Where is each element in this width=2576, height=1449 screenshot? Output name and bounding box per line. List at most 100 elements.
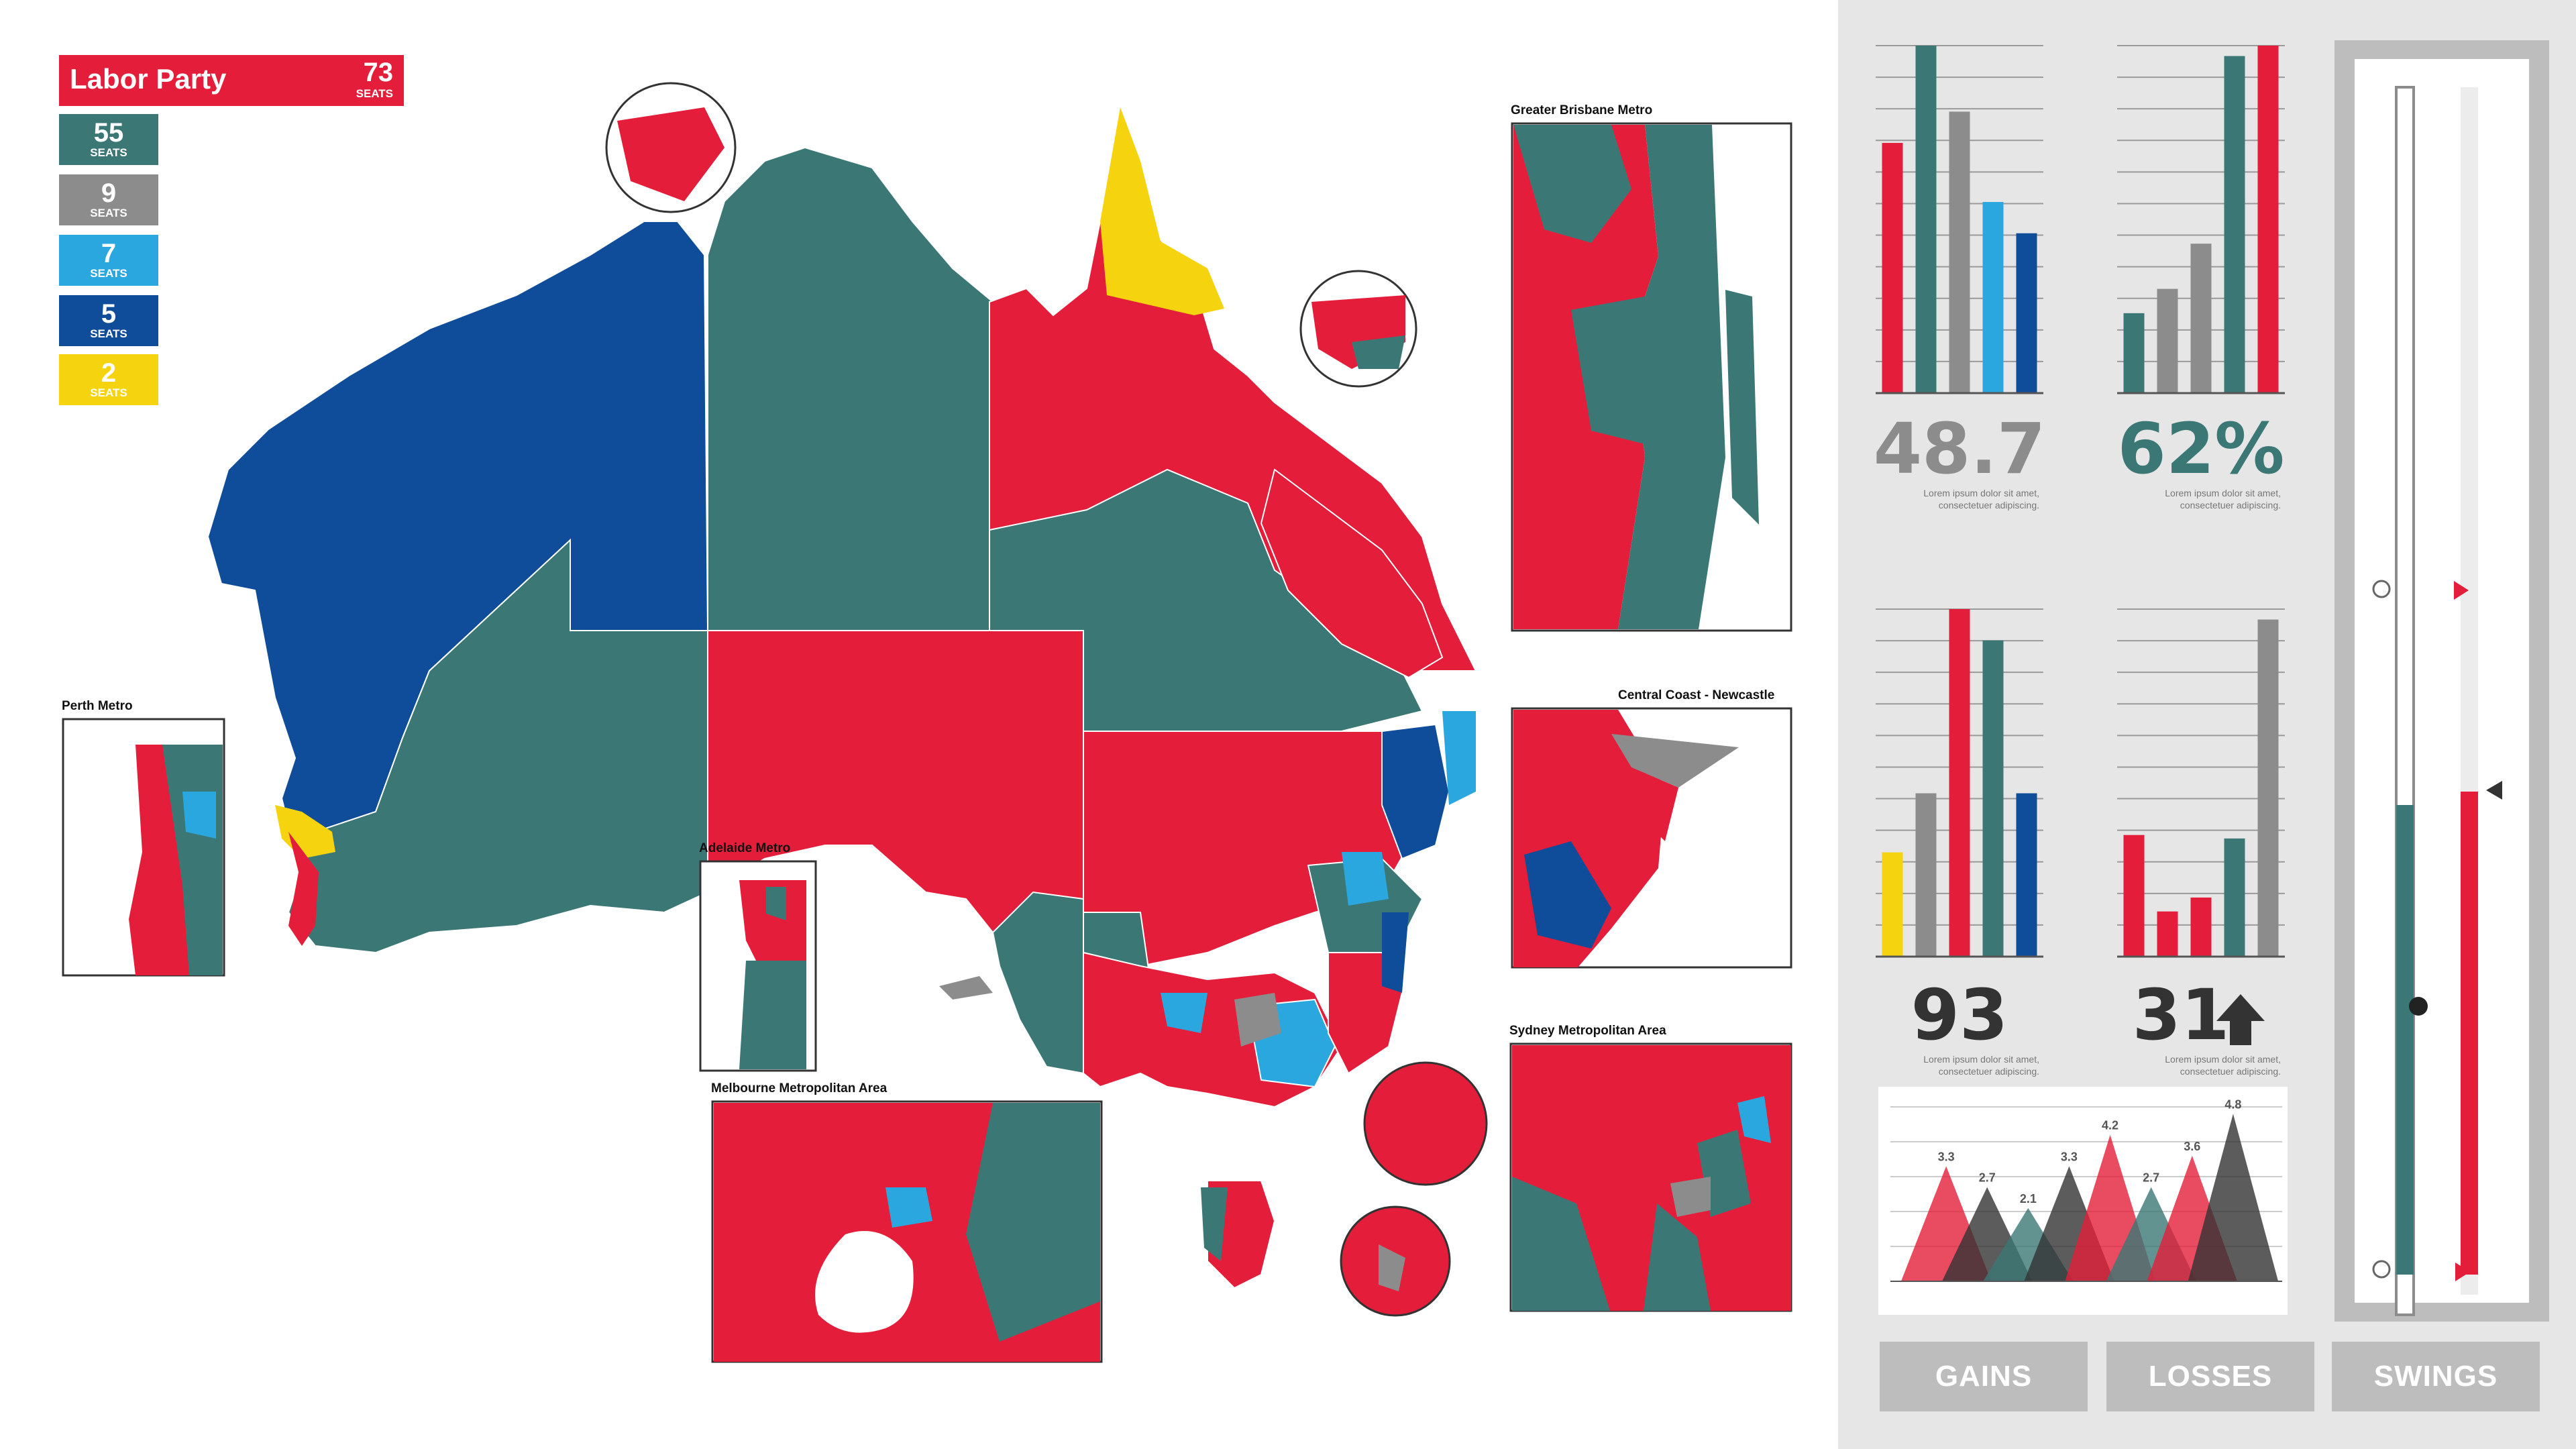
party-seat-count: 73 <box>363 58 394 87</box>
bar-chart-tl <box>1876 45 2043 394</box>
legend-count: 55 <box>93 118 124 148</box>
region-vic-lightblue-west <box>1161 993 1208 1033</box>
stat-value-tr: 62% <box>2117 408 2285 490</box>
legend-count: 5 <box>101 299 117 329</box>
region-vic-gray <box>1234 993 1281 1046</box>
region-qld-cape <box>1100 107 1224 315</box>
party-name: Labor Party <box>70 63 227 95</box>
triangle-mark <box>2188 1114 2279 1281</box>
data-label: 2.7 <box>2143 1171 2159 1185</box>
legend-item-gray: 9 SEATS <box>59 174 158 225</box>
legend-count: 2 <box>101 358 117 388</box>
bar <box>1949 111 1970 394</box>
stat-note-tr: Lorem ipsum dolor sit amet, consectetuer… <box>2165 488 2281 511</box>
legend-item-lightblue: 7 SEATS <box>59 235 158 286</box>
stat-note-br: Lorem ipsum dolor sit amet, consectetuer… <box>2165 1054 2281 1077</box>
legend-count: 7 <box>101 239 117 268</box>
swing-left-fill <box>2396 805 2414 1275</box>
inset-brisbane <box>1511 122 1792 632</box>
stat-value-bl: 93 <box>1911 974 2008 1056</box>
legend-item-yellow: 2 SEATS <box>59 354 158 405</box>
legend-title: Labor Party 73 SEATS <box>59 55 404 106</box>
inset-label-sydney: Sydney Metropolitan Area <box>1509 1024 1666 1038</box>
triangle-chart: 3.3 2.7 2.1 3.3 4.2 2.7 3.6 4.8 <box>1878 1087 2288 1315</box>
region-nsw-coast-lightblue <box>1442 711 1476 805</box>
bar-chart-bl <box>1876 608 2043 958</box>
inset-adelaide <box>699 860 817 1072</box>
inset-circle-hobart <box>1340 1205 1451 1317</box>
data-label: 4.2 <box>2102 1119 2118 1132</box>
australia-map <box>207 107 1477 1289</box>
inset-circle-canberra <box>1363 1061 1488 1186</box>
inset-circle-darwin <box>605 82 737 213</box>
bar <box>1982 640 2004 957</box>
bar <box>2123 313 2145 393</box>
region-perth <box>288 832 319 946</box>
region-nt <box>707 146 994 631</box>
bar <box>2157 911 2178 957</box>
stat-value-br: 31 <box>2132 974 2230 1056</box>
bar <box>1915 793 1937 957</box>
bar <box>2224 838 2245 957</box>
region-tas-west <box>1201 1187 1228 1261</box>
inset-melbourne <box>711 1100 1103 1363</box>
inset-label-brisbane: Greater Brisbane Metro <box>1511 103 1653 117</box>
bar <box>2257 46 2279 393</box>
bar <box>2157 288 2178 393</box>
bar <box>1915 46 1937 393</box>
tab-losses[interactable]: LOSSES <box>2106 1342 2314 1411</box>
swing-right-fill <box>2461 792 2478 1275</box>
legend-item-teal: 55 SEATS <box>59 114 158 165</box>
inset-sydney <box>1509 1042 1792 1312</box>
data-label: 3.3 <box>1938 1150 1955 1163</box>
legend-unit: SEATS <box>90 146 127 159</box>
arrow-up-icon <box>2216 994 2265 1045</box>
region-wa-south <box>287 538 708 954</box>
bar <box>2016 233 2037 393</box>
inset-label-perth: Perth Metro <box>62 699 133 713</box>
bar <box>2190 244 2212 393</box>
stat-note-bl: Lorem ipsum dolor sit amet, consectetuer… <box>1923 1054 2039 1077</box>
data-label: 2.1 <box>2020 1192 2037 1205</box>
region-sydney-blue <box>1382 912 1409 993</box>
legend-unit: SEATS <box>90 267 127 280</box>
region-wa-yellow <box>275 805 335 859</box>
inset-central-coast <box>1511 707 1792 969</box>
data-label: 2.7 <box>1979 1171 1996 1185</box>
region-nsw-blue <box>1381 723 1450 860</box>
region-sa-south <box>991 891 1084 1075</box>
bar <box>1882 852 1903 957</box>
bar <box>2190 897 2212 957</box>
legend-unit: SEATS <box>90 207 127 219</box>
data-label: 3.3 <box>2061 1150 2078 1163</box>
bar-chart-tr <box>2117 45 2285 394</box>
tab-gains[interactable]: GAINS <box>1880 1342 2088 1411</box>
swings-gauge <box>2334 40 2549 1322</box>
bar <box>2257 619 2279 957</box>
bar <box>1882 143 1903 394</box>
data-label: 3.6 <box>2184 1140 2200 1153</box>
legend-item-darkblue: 5 SEATS <box>59 295 158 346</box>
stat-value-tl: 48.7 <box>1873 408 2046 490</box>
legend-unit: SEATS <box>90 327 127 340</box>
stat-note-tl: Lorem ipsum dolor sit amet, consectetuer… <box>1923 488 2039 511</box>
bar <box>2123 835 2145 957</box>
legend-unit: SEATS <box>90 386 127 399</box>
data-label: 4.8 <box>2224 1097 2241 1111</box>
inset-label-adelaide: Adelaide Metro <box>699 841 791 855</box>
inset-label-melbourne: Melbourne Metropolitan Area <box>711 1081 888 1095</box>
bar <box>1982 202 2004 393</box>
region-kangaroo-island <box>939 976 993 1000</box>
region-nsw-lightblue <box>1342 852 1389 906</box>
legend-count: 9 <box>101 178 117 208</box>
inset-perth <box>62 718 225 977</box>
bar-chart-br <box>2117 608 2285 958</box>
inset-circle-townsville <box>1299 270 1417 388</box>
bar <box>1949 609 1970 957</box>
tab-swings[interactable]: SWINGS <box>2332 1342 2540 1411</box>
region-qld-coast <box>1260 468 1444 679</box>
party-seat-unit: SEATS <box>356 87 393 100</box>
bar <box>2016 793 2037 957</box>
inset-label-central-coast: Central Coast - Newcastle <box>1618 688 1775 702</box>
bar <box>2224 56 2245 393</box>
